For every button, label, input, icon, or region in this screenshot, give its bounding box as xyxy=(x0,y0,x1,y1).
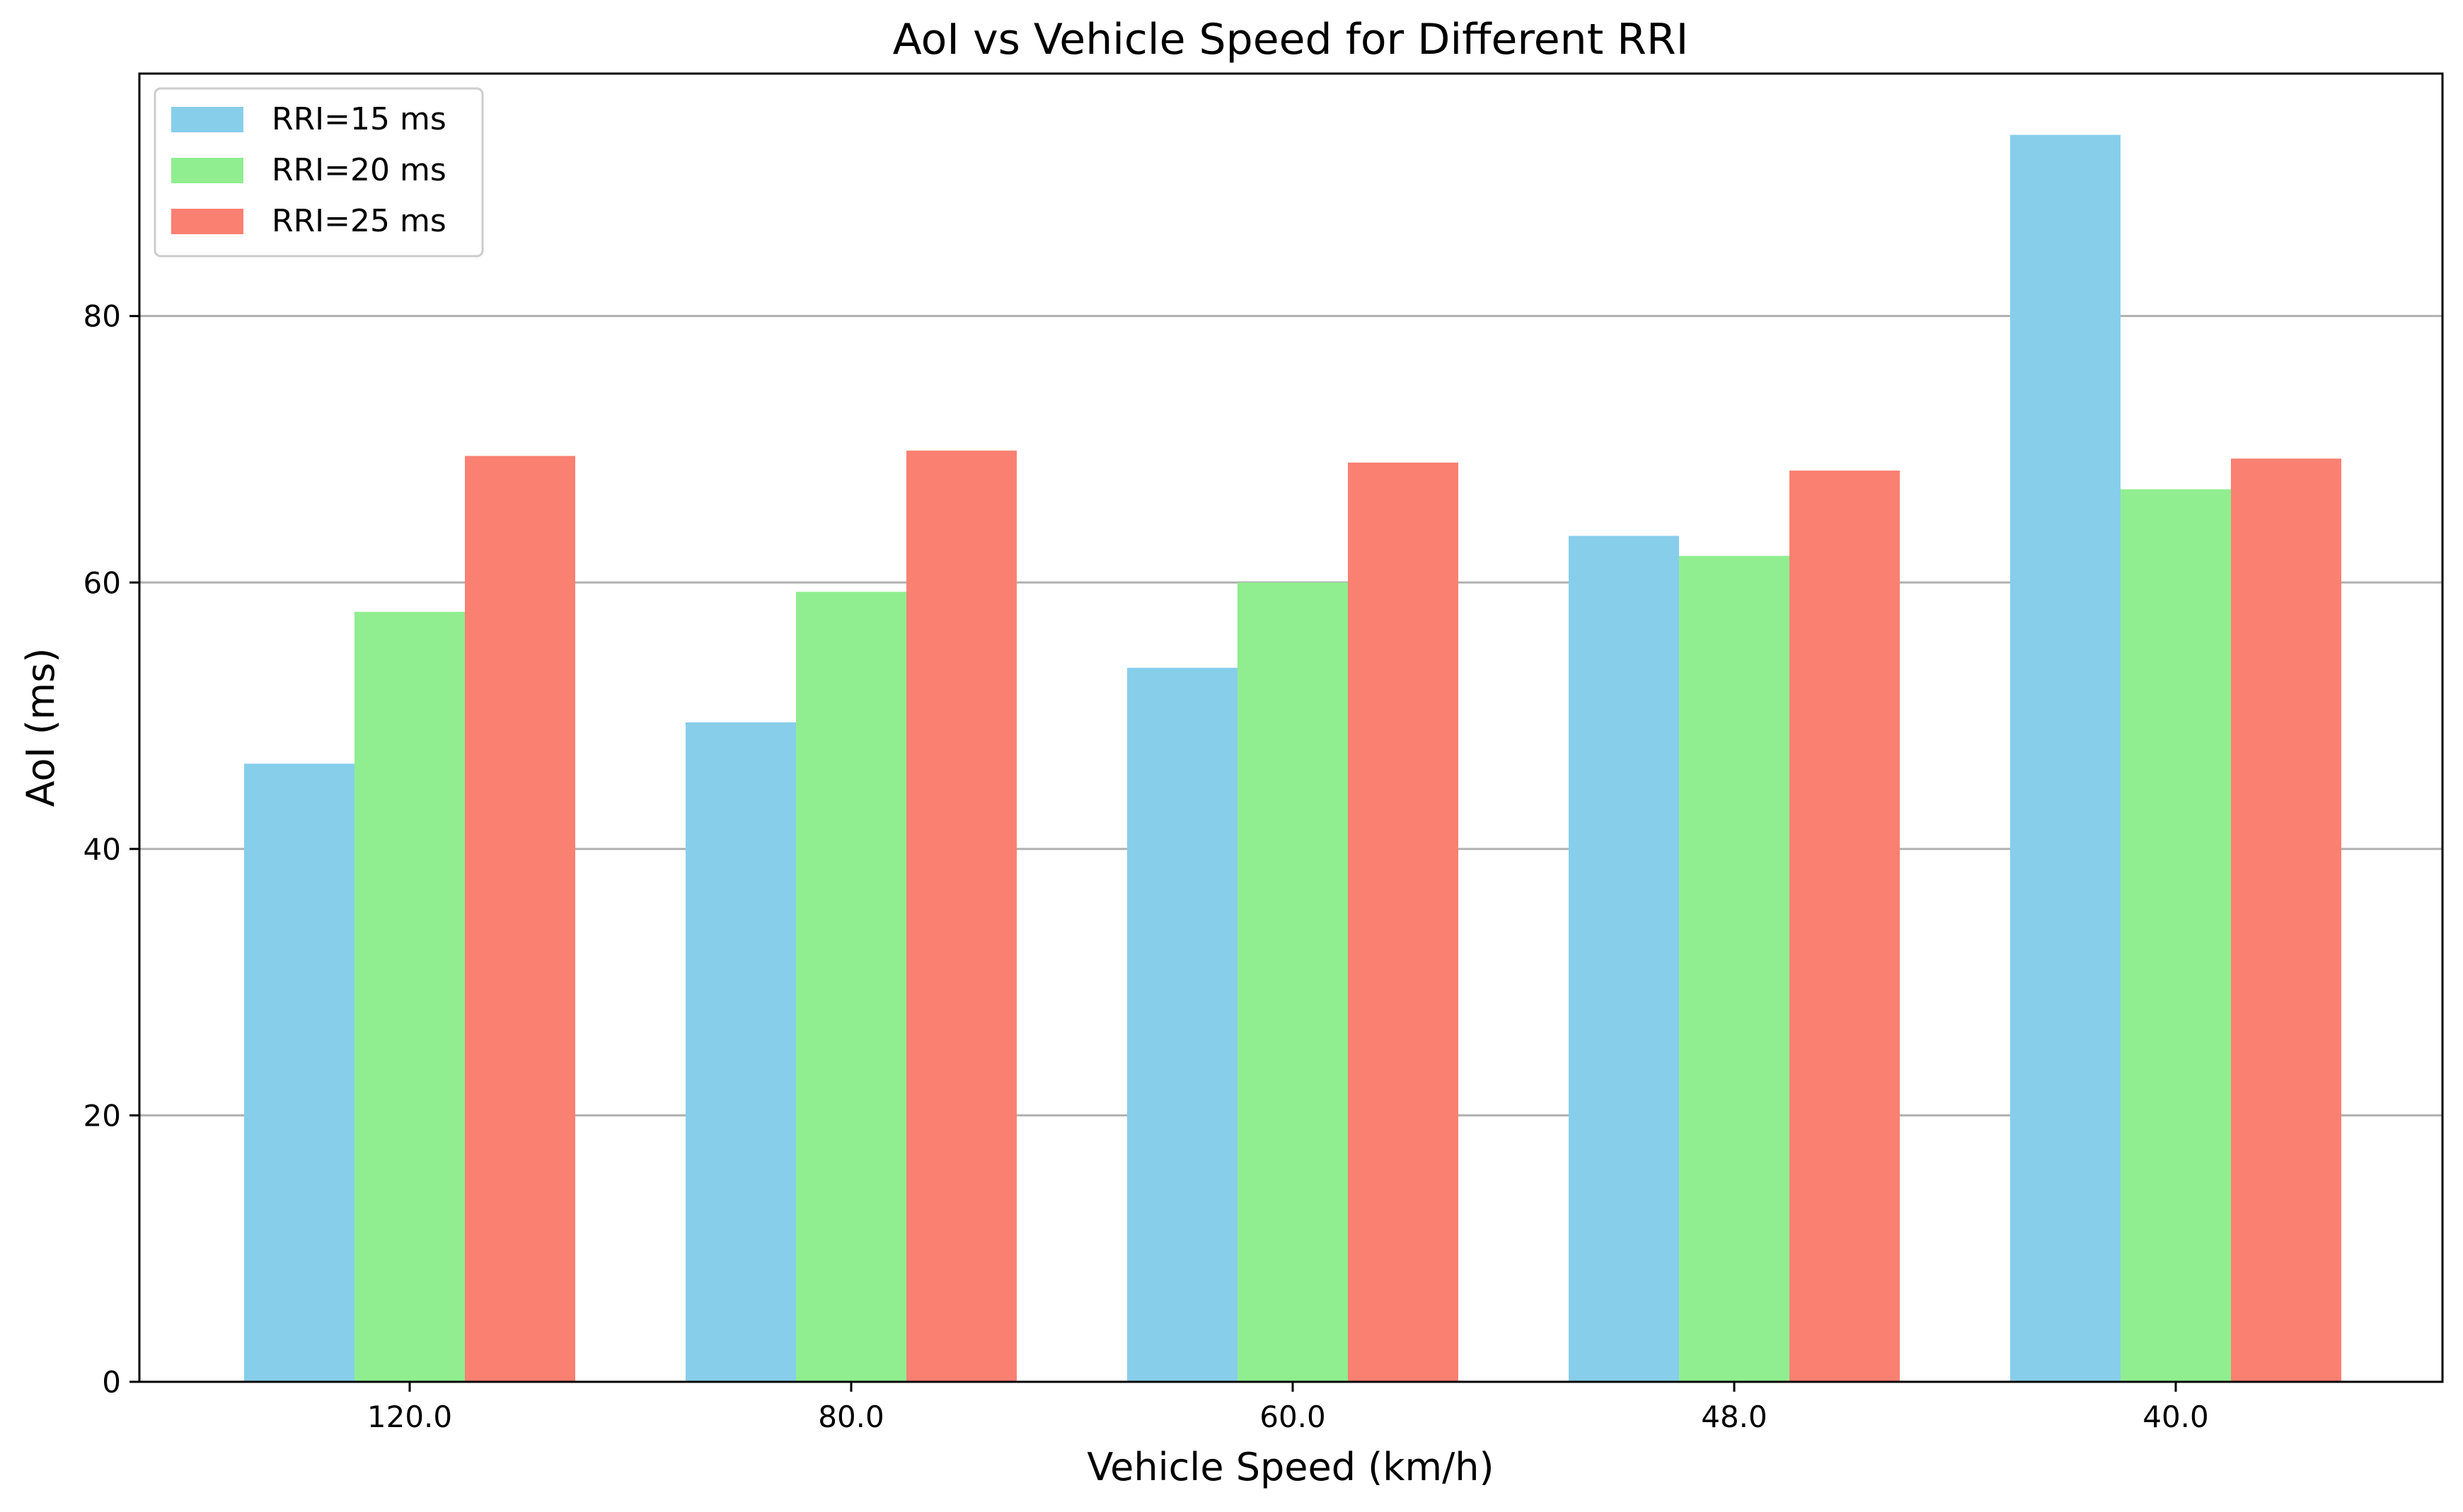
legend-swatch xyxy=(171,158,243,183)
bar-rri-25-ms-2 xyxy=(1348,462,1458,1383)
bar-rri-25-ms-1 xyxy=(906,450,1017,1383)
y-tick-label: 40 xyxy=(83,832,121,867)
bar-rri-20-ms-4 xyxy=(2121,489,2231,1382)
plot-frame xyxy=(138,72,2444,1383)
bar-rri-25-ms-3 xyxy=(1789,471,1900,1382)
y-tick-label: 80 xyxy=(83,299,121,334)
y-tick-label: 0 xyxy=(102,1365,121,1400)
legend-label: RRI=15 ms xyxy=(272,101,446,137)
x-tick-label: 80.0 xyxy=(818,1400,884,1434)
legend-swatch xyxy=(171,107,243,132)
bar-rri-20-ms-3 xyxy=(1679,555,1789,1382)
x-tick-label: 40.0 xyxy=(2142,1400,2209,1434)
y-axis-label: AoI (ms) xyxy=(18,648,63,807)
bar-rri-25-ms-4 xyxy=(2231,458,2341,1383)
legend-swatch xyxy=(171,209,243,234)
bar-rri-20-ms-2 xyxy=(1238,582,1348,1382)
bar-rri-15-ms-4 xyxy=(2010,134,2121,1382)
bar-rri-15-ms-3 xyxy=(1569,536,1679,1382)
bar-rri-20-ms-1 xyxy=(796,591,906,1382)
legend: RRI=15 ms RRI=20 ms RRI=25 ms xyxy=(154,87,484,258)
y-axis-ticks: 0 20 40 60 80 xyxy=(83,299,139,1400)
x-tick-label: 60.0 xyxy=(1259,1400,1326,1434)
x-axis-ticks: 120.0 80.0 60.0 48.0 40.0 xyxy=(367,1382,2209,1434)
x-tick-label: 48.0 xyxy=(1701,1400,1767,1434)
bar-rri-15-ms-0 xyxy=(244,763,354,1382)
y-tick-label: 20 xyxy=(83,1098,121,1133)
legend-label: RRI=25 ms xyxy=(272,203,446,239)
y-tick-label: 60 xyxy=(83,565,121,600)
x-tick-label: 120.0 xyxy=(367,1400,452,1434)
bar-rri-20-ms-0 xyxy=(354,611,465,1382)
bar-rri-25-ms-0 xyxy=(465,456,575,1382)
bars xyxy=(244,134,2341,1383)
bar-rri-15-ms-1 xyxy=(686,722,796,1382)
bar-rri-15-ms-2 xyxy=(1127,667,1238,1382)
axes xyxy=(138,72,2444,1383)
x-axis-label: Vehicle Speed (km/h) xyxy=(1087,1445,1494,1489)
legend-label: RRI=20 ms xyxy=(272,152,446,188)
chart-title: AoI vs Vehicle Speed for Different RRI xyxy=(893,15,1689,64)
